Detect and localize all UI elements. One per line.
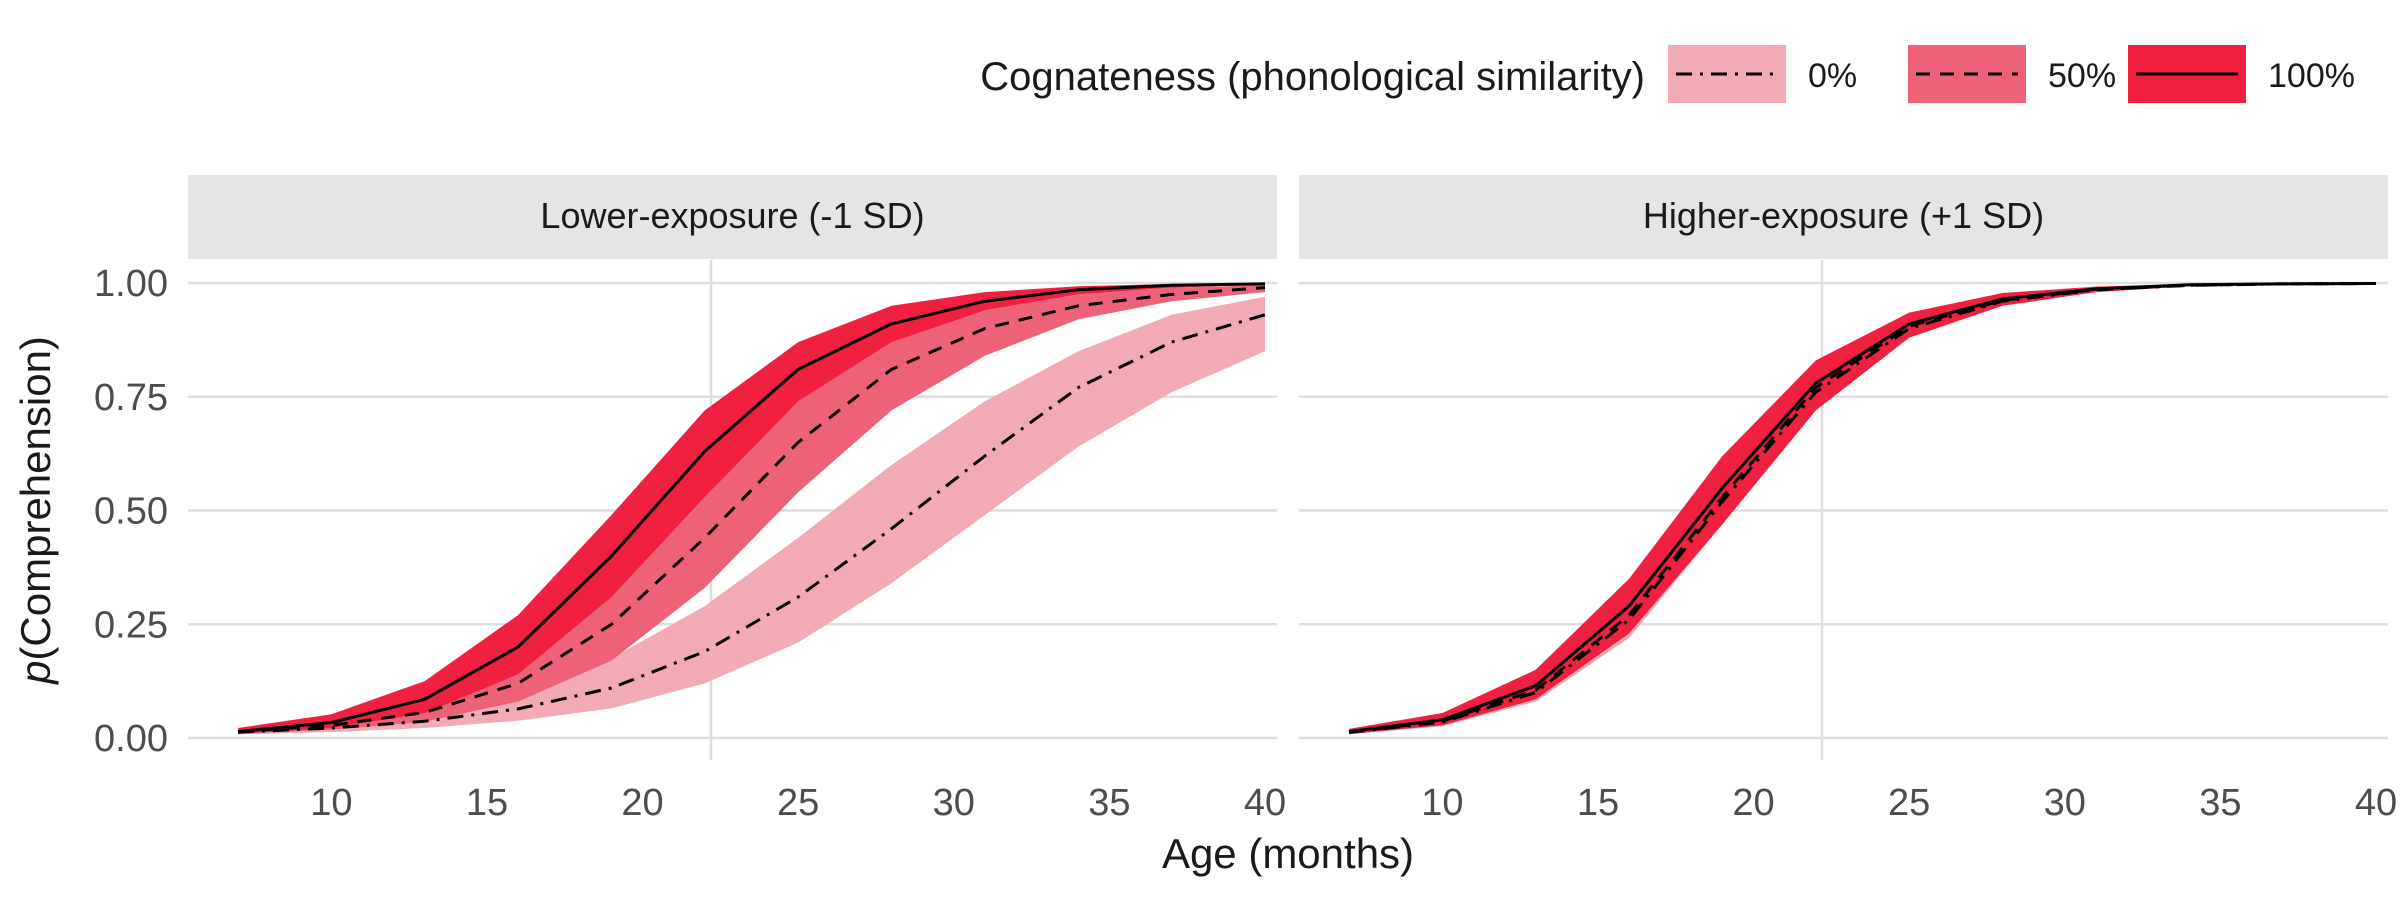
- x-tick-label: 20: [1732, 782, 1774, 824]
- x-axis-title: Age (months): [1162, 830, 1414, 877]
- panel-2: Higher-exposure (+1 SD) 10 15 20 25 30 35 40: [1299, 175, 2397, 824]
- legend-item: 50%: [1908, 45, 2116, 103]
- x-tick-label: 35: [1088, 782, 1130, 824]
- legend-label: 50%: [2048, 57, 2116, 95]
- strip: [1299, 175, 2388, 259]
- y-axis-title: p(Comprehension): [12, 336, 59, 686]
- x-tick-label: 25: [1888, 782, 1930, 824]
- line-100pct: [237, 282, 1266, 734]
- y-tick-label: 0.50: [94, 491, 168, 533]
- x-tick-label: 35: [2199, 782, 2241, 824]
- legend-items: 0% 50% 100%: [1668, 45, 2355, 103]
- y-axis-title-italic: p: [12, 661, 59, 686]
- ribbon-0pct: [238, 296, 1265, 735]
- line-100pct: [1348, 282, 2377, 734]
- x-tick-label: 40: [1244, 782, 1286, 824]
- x-tick-label: 15: [466, 782, 508, 824]
- x-tick-label: 20: [621, 782, 663, 824]
- strip-label: Lower-exposure (-1 SD): [540, 195, 924, 236]
- strip-label: Higher-exposure (+1 SD): [1643, 195, 2044, 236]
- x-tick-label: 15: [1577, 782, 1619, 824]
- y-axis-title-rest: (Comprehension): [12, 336, 59, 660]
- y-tick-label: 0.25: [94, 604, 168, 646]
- x-tick-label: 10: [1421, 782, 1463, 824]
- y-tick-label: 0.75: [94, 377, 168, 419]
- y-tick-label: 1.00: [94, 263, 168, 305]
- x-tick-label: 10: [310, 782, 352, 824]
- panel-1: Lower-exposure (-1 SD) 10 15 20 25 30 35 40 0.00…: [94, 175, 1286, 824]
- legend-label: 0%: [1808, 57, 1857, 95]
- ribbon-100pct: [1349, 283, 2376, 734]
- legend-label: 100%: [2268, 57, 2355, 95]
- legend-item: 0%: [1668, 45, 1857, 103]
- x-tick-label: 25: [777, 782, 819, 824]
- legend-item: 100%: [2128, 45, 2355, 103]
- line-0pct: [237, 313, 1266, 734]
- legend-title: Cognateness (phonological similarity): [980, 55, 1645, 99]
- x-tick-label: 30: [2044, 782, 2086, 824]
- legend: Cognateness (phonological similarity) 0%…: [980, 45, 2355, 103]
- facet-panels: Lower-exposure (-1 SD) 10 15 20 25 30 35 40 0.00…: [94, 175, 2397, 824]
- y-tick-label: 0.00: [94, 718, 168, 760]
- strip: [188, 175, 1277, 259]
- x-tick-label: 30: [933, 782, 975, 824]
- ribbon-50pct: [238, 285, 1265, 734]
- line-50pct: [237, 286, 1266, 734]
- x-tick-label: 40: [2355, 782, 2397, 824]
